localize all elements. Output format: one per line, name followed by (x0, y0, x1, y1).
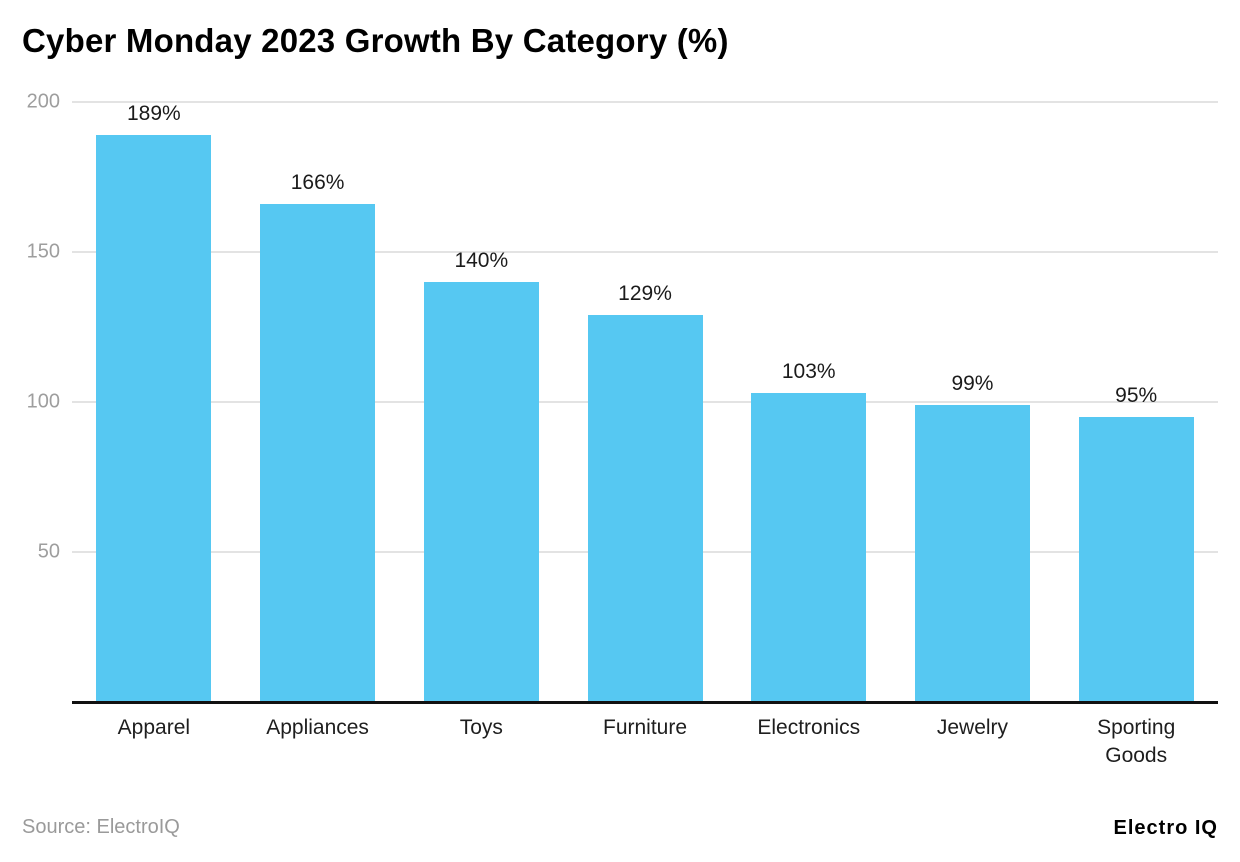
y-tick-label: 100 (26, 390, 60, 413)
bar (1078, 417, 1194, 702)
bar-column: 129% (563, 102, 727, 702)
bar-value-label: 166% (290, 171, 345, 194)
x-axis-line (72, 701, 1218, 704)
chart-title: Cyber Monday 2023 Growth By Category (%) (22, 22, 729, 59)
bar-value-label: 103% (781, 360, 836, 383)
x-category-label: Sporting Goods (1054, 714, 1218, 770)
x-category-label: Apparel (72, 714, 236, 770)
bar-value-label: 95% (1115, 384, 1158, 407)
bar-column: 103% (727, 102, 891, 702)
x-category-label-text: Electronics (757, 716, 861, 739)
bar (260, 204, 376, 702)
bar-value-label: 129% (618, 282, 672, 305)
bar-value-label: 99% (951, 372, 994, 395)
x-category-label: Electronics (727, 714, 891, 770)
bar (96, 135, 212, 702)
y-tick-label: 50 (37, 540, 60, 563)
bar (423, 282, 539, 702)
bar-column: 189% (72, 102, 236, 702)
x-category-label-text: Apparel (117, 716, 191, 739)
brand-logo: Electro IQ (1113, 817, 1218, 839)
bar-column: 166% (236, 102, 400, 702)
x-category-label-text: Furniture (603, 716, 688, 739)
x-category-label-text: Jewelry (936, 716, 1009, 739)
x-category-label: Jewelry (891, 714, 1055, 770)
x-category-label-text: Sporting Goods (1097, 716, 1176, 767)
y-axis-tick-labels: 50 100 150 200 (0, 91, 60, 702)
bar (751, 393, 867, 702)
bar-column: 99% (891, 102, 1055, 702)
x-category-label-text: Appliances (266, 716, 369, 739)
bar-column: 140% (399, 102, 563, 702)
plot-area: 189% 166% 140% 129% 103% 99% 95% (72, 101, 1218, 704)
bar-value-label: 189% (127, 102, 181, 125)
x-category-label-text: Toys (459, 716, 503, 739)
gridline (72, 251, 1218, 253)
x-axis-category-labels: Apparel Appliances Toys Furniture Electronic… (72, 714, 1218, 770)
bar (587, 315, 703, 702)
y-tick-label: 200 (26, 90, 60, 113)
x-category-label: Appliances (236, 714, 400, 770)
gridline (72, 101, 1218, 103)
source-note: Source: ElectroIQ (22, 816, 180, 838)
bar-value-label: 140% (454, 249, 509, 272)
x-category-label: Toys (399, 714, 563, 770)
bar-series: 189% 166% 140% 129% 103% 99% 95% (72, 102, 1218, 702)
x-category-label: Furniture (563, 714, 727, 770)
bar-column: 95% (1054, 102, 1218, 702)
bar (914, 405, 1030, 702)
y-tick-label: 150 (26, 240, 60, 263)
